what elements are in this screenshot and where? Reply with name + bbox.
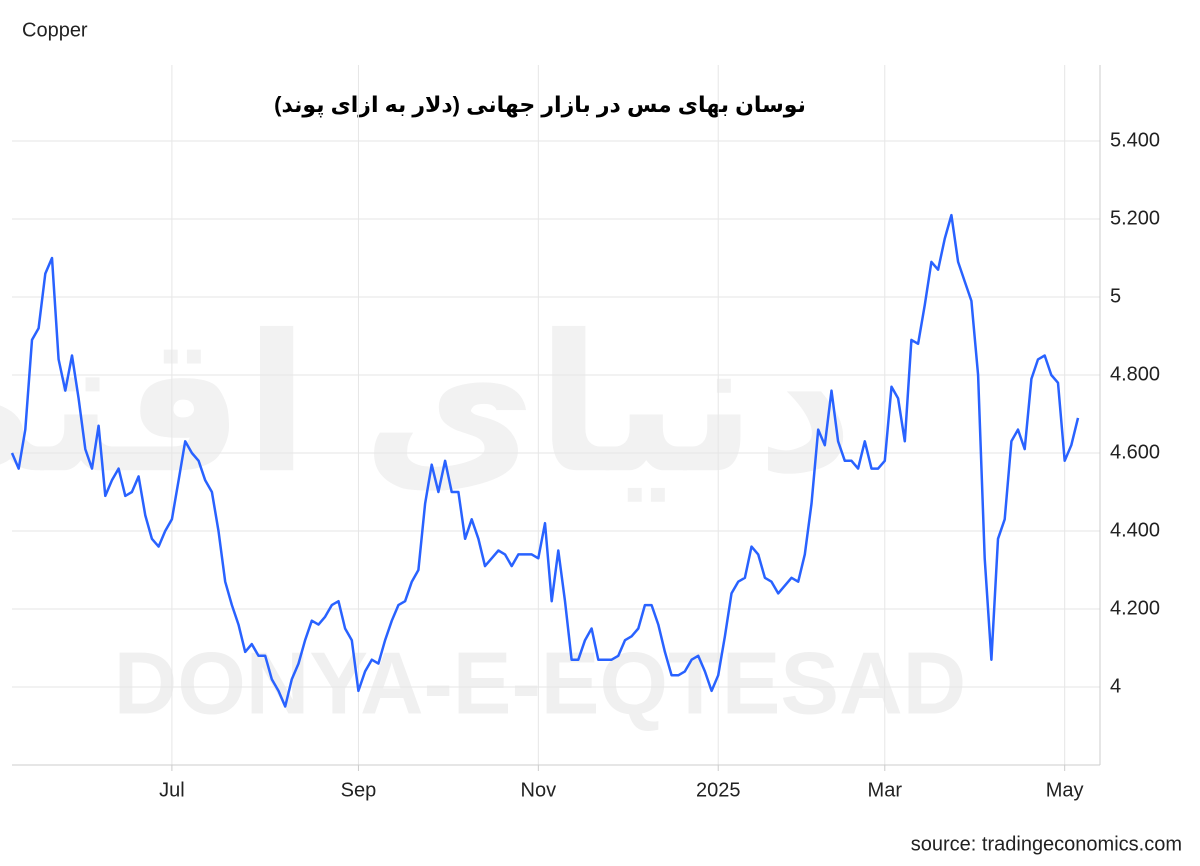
y-tick-label: 5.200 (1110, 207, 1160, 229)
series-line (10, 213, 1080, 708)
x-tick-label: Sep (341, 779, 377, 801)
y-tick-label: 5.400 (1110, 129, 1160, 151)
y-tick-label: 4.400 (1110, 519, 1160, 541)
series-name: Copper (22, 19, 88, 41)
y-tick-label: 4.600 (1110, 441, 1160, 463)
x-tick-label: Jul (159, 779, 185, 801)
source: source: tradingeconomics.com (911, 833, 1182, 855)
x-tick-label: May (1046, 779, 1084, 801)
y-tick-label: 4.800 (1110, 363, 1160, 385)
x-tick-label: Nov (521, 779, 557, 801)
y-tick-label: 5 (1110, 285, 1121, 307)
x-tick-label: 2025 (696, 779, 741, 801)
x-tick-label: Mar (868, 779, 903, 801)
watermark-latin: DONYA-E-EQTESAD (114, 633, 966, 732)
chart-title: نوسان بهای مس در بازار جهانی (دلار به از… (274, 92, 806, 118)
watermark-persian: دنیای اقتصاد (0, 299, 854, 511)
y-tick-label: 4 (1110, 675, 1121, 697)
y-tick-label: 4.200 (1110, 597, 1160, 619)
